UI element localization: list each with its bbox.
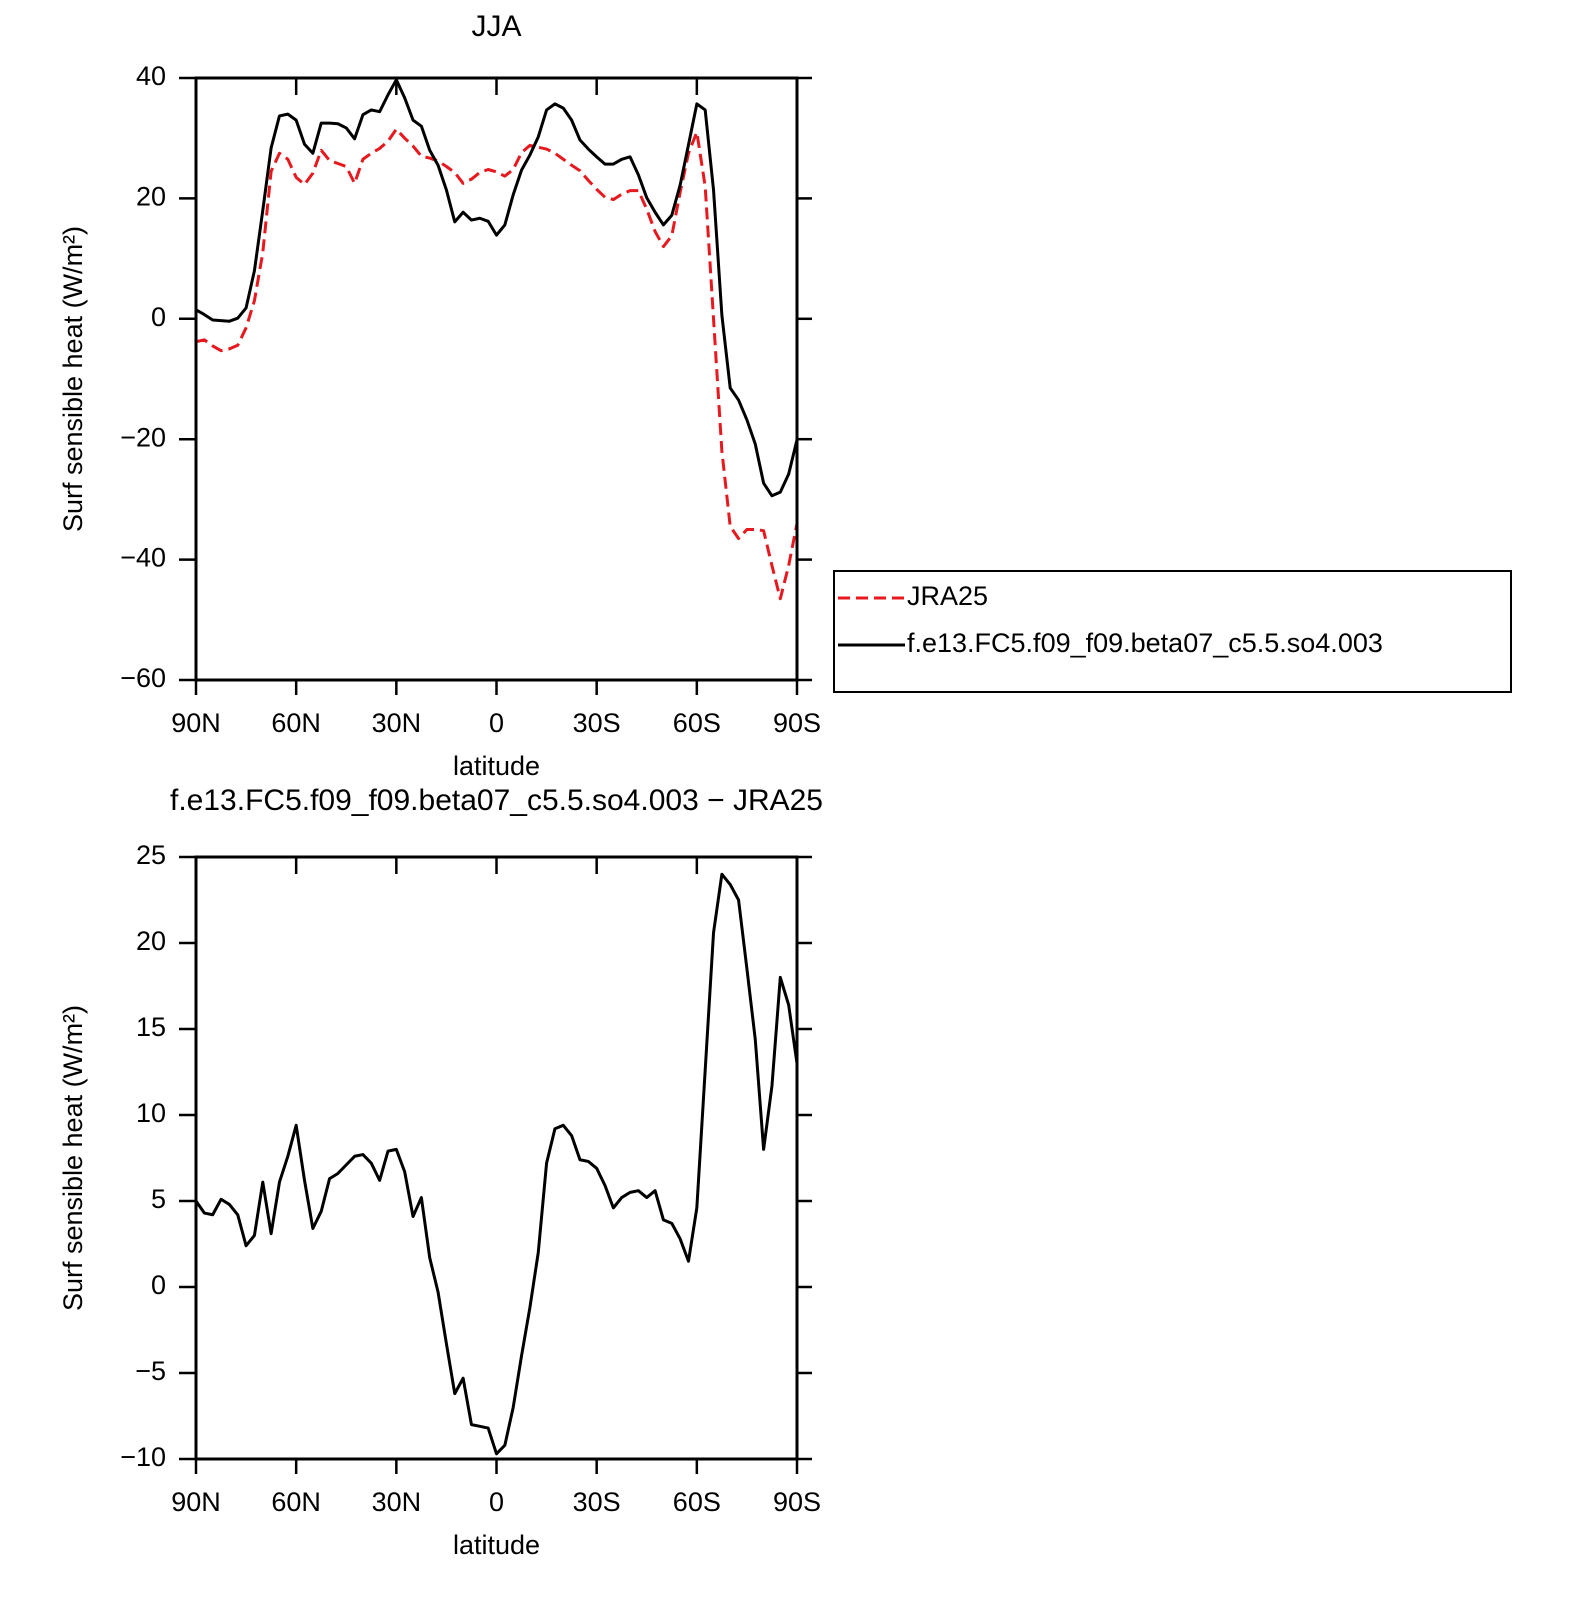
x-tick-label: 90N	[171, 708, 221, 738]
x-tick-label: 0	[489, 1487, 504, 1517]
y-tick-label: 25	[136, 840, 166, 870]
x-tick-label: 60S	[673, 708, 721, 738]
y-tick-label: 5	[151, 1184, 166, 1214]
y-axis-label: Surf sensible heat (W/m²)	[58, 226, 88, 532]
legend: JRA25 f.e13.FC5.f09_f09.beta07_c5.5.so4.0…	[833, 570, 1512, 693]
y-tick-label: 15	[136, 1012, 166, 1042]
x-tick-label: 30N	[372, 708, 422, 738]
x-axis-label: latitude	[453, 751, 540, 781]
y-tick-label: 0	[151, 302, 166, 332]
y-tick-label: −10	[120, 1442, 166, 1472]
panel: JJA latitude Surf sensible heat (W/m²) −60 −…	[58, 10, 1512, 781]
legend-label: JRA25	[907, 581, 988, 611]
x-tick-label: 60S	[673, 1487, 721, 1517]
data-line	[195, 78, 799, 498]
plot-frame	[194, 76, 799, 682]
x-tick-label: 90N	[171, 1487, 221, 1517]
legend-box	[833, 570, 1512, 693]
y-tick-label: 20	[136, 926, 166, 956]
y-tick-label: −5	[135, 1356, 166, 1386]
x-tick-label: 90S	[773, 1487, 821, 1517]
y-tick-label: −60	[120, 663, 166, 693]
panel: f.e13.FC5.f09_f09.beta07_c5.5.so4.003 − …	[58, 784, 823, 1560]
data-line	[194, 872, 799, 1456]
x-tick-label: 60N	[271, 708, 321, 738]
y-tick-label: 40	[136, 61, 166, 91]
plot-frame	[194, 855, 799, 1461]
y-tick-label: −40	[120, 543, 166, 573]
y-tick-label: 10	[136, 1098, 166, 1128]
y-axis-label: Surf sensible heat (W/m²)	[58, 1005, 88, 1311]
data-line	[195, 127, 799, 601]
chart-title: f.e13.FC5.f09_f09.beta07_c5.5.so4.003 − …	[170, 784, 823, 817]
x-tick-label: 90S	[773, 708, 821, 738]
x-tick-label: 30S	[573, 1487, 621, 1517]
y-tick-label: 20	[136, 182, 166, 212]
x-tick-label: 30S	[573, 708, 621, 738]
x-axis-label: latitude	[453, 1530, 540, 1560]
chart-title: JJA	[471, 10, 521, 43]
legend-label: f.e13.FC5.f09_f09.beta07_c5.5.so4.003	[907, 628, 1383, 658]
x-tick-label: 60N	[271, 1487, 321, 1517]
y-tick-label: −20	[120, 422, 166, 452]
y-tick-label: 0	[151, 1270, 166, 1300]
x-tick-label: 0	[489, 708, 504, 738]
x-tick-label: 30N	[372, 1487, 422, 1517]
